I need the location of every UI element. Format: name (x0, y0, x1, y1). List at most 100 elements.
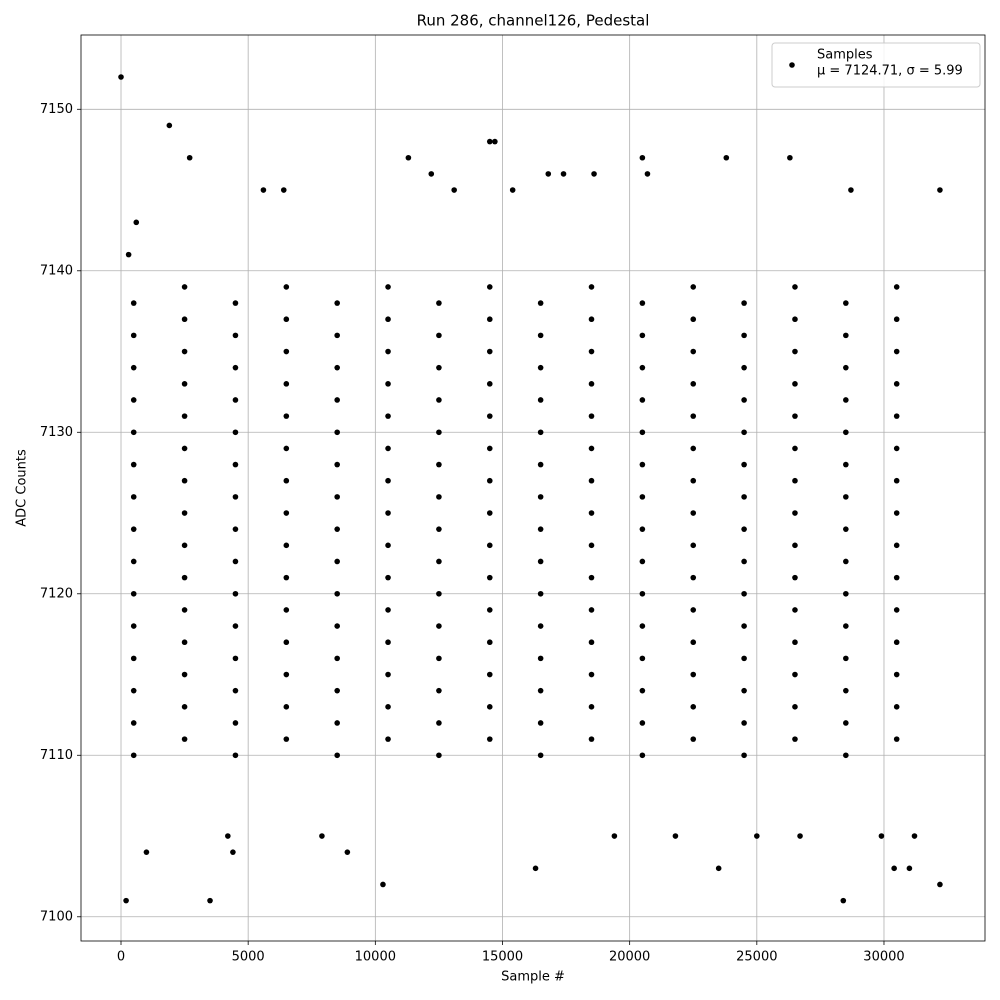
data-point (537, 332, 544, 339)
data-point (486, 607, 493, 613)
legend-label: Samples (817, 48, 873, 63)
data-point (130, 655, 137, 662)
data-point (690, 445, 697, 452)
data-point (283, 607, 290, 613)
data-point (509, 187, 516, 193)
data-point (486, 381, 493, 387)
data-point (436, 397, 442, 403)
data-point (283, 704, 290, 710)
y-tick-label: 7140 (40, 263, 73, 278)
data-point (690, 510, 697, 516)
data-point (690, 574, 697, 581)
data-point (130, 590, 137, 597)
data-point (334, 364, 340, 371)
data-point (181, 413, 188, 419)
data-point (130, 720, 137, 726)
data-point (639, 558, 646, 565)
data-point (181, 477, 188, 484)
data-point (385, 445, 391, 452)
data-point (893, 639, 900, 646)
data-point (843, 300, 849, 306)
data-point (232, 623, 239, 629)
data-point (797, 833, 803, 839)
data-point (125, 251, 132, 258)
legend-box (771, 42, 981, 88)
x-tick-label: 25000 (736, 950, 777, 965)
data-point (893, 381, 900, 387)
data-point (792, 284, 798, 290)
data-point (588, 348, 595, 355)
data-point (436, 461, 442, 468)
data-point (436, 720, 442, 726)
data-point (741, 364, 747, 371)
data-point (639, 752, 646, 759)
data-point (937, 881, 943, 888)
data-point (436, 590, 442, 597)
data-point (532, 865, 539, 872)
data-point (334, 752, 340, 759)
data-point (690, 607, 697, 613)
data-point (537, 364, 544, 371)
data-point (672, 833, 679, 839)
data-point (588, 284, 595, 290)
data-point (690, 316, 697, 323)
data-point (537, 526, 544, 532)
y-tick-label: 7110 (40, 748, 73, 763)
data-point (130, 687, 137, 694)
data-point (344, 849, 351, 855)
data-point (588, 574, 595, 581)
data-point (792, 542, 798, 549)
data-point (639, 154, 646, 161)
data-point (130, 752, 137, 759)
data-point (405, 154, 412, 161)
data-point (283, 542, 290, 549)
data-point (792, 348, 798, 355)
data-point (843, 397, 849, 403)
data-point (639, 655, 646, 662)
data-point (280, 187, 287, 193)
data-point (741, 494, 747, 500)
y-tick-label: 7120 (40, 586, 73, 601)
data-point (283, 284, 290, 290)
data-point (283, 639, 290, 646)
data-point (334, 397, 340, 403)
data-point (436, 494, 442, 500)
data-point (385, 316, 391, 323)
legend-stats: μ = 7124.71, σ = 5.99 (817, 64, 963, 79)
data-point (792, 477, 798, 484)
data-point (123, 897, 129, 904)
data-point (690, 413, 697, 419)
data-point (334, 526, 340, 532)
data-point (130, 461, 137, 468)
data-point (334, 300, 340, 306)
data-point (181, 736, 188, 742)
data-point (588, 413, 595, 419)
data-point (334, 590, 340, 597)
data-point (451, 187, 457, 193)
data-point (792, 639, 798, 646)
data-point (537, 752, 544, 759)
data-point (181, 510, 188, 516)
data-point (537, 720, 544, 726)
data-point (486, 639, 493, 646)
data-point (588, 671, 595, 678)
data-point (690, 381, 697, 387)
data-point (588, 607, 595, 613)
chart-title: Run 286, channel126, Pedestal (417, 12, 650, 30)
data-point (385, 704, 391, 710)
data-point (588, 381, 595, 387)
data-point (283, 445, 290, 452)
data-point (486, 413, 493, 419)
data-point (639, 364, 646, 371)
data-point (334, 623, 340, 629)
data-point (283, 381, 290, 387)
data-point (486, 138, 493, 145)
data-point (283, 736, 290, 742)
data-point (181, 542, 188, 549)
data-point (181, 671, 188, 678)
data-point (130, 526, 137, 532)
data-point (639, 590, 646, 597)
data-point (225, 833, 231, 839)
data-point (492, 138, 498, 145)
